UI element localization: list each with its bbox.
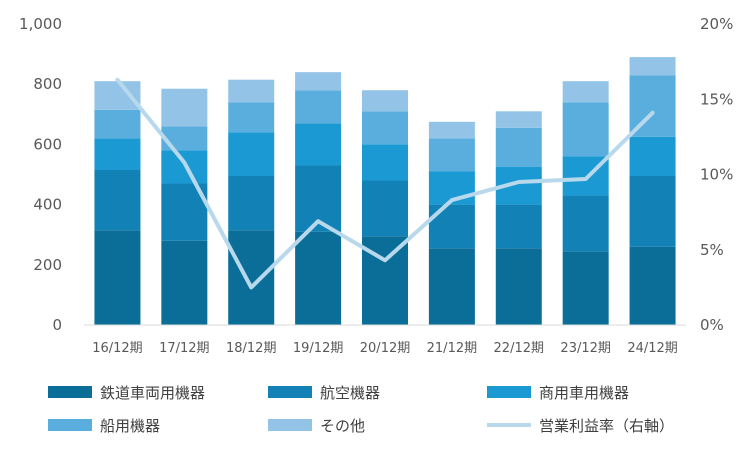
bar-segment-4: [562, 102, 609, 157]
right-axis-tick-label: 20%: [700, 15, 733, 33]
legend-label: 鉄道車両用機器: [100, 384, 205, 402]
legend-label: 商用車用機器: [539, 384, 629, 402]
bar-segment-5: [161, 88, 208, 127]
category-label: 18/12期: [226, 341, 276, 356]
category-label: 21/12期: [427, 341, 477, 356]
legend-label: 船用機器: [100, 417, 160, 435]
legend-label: 営業利益率（右軸）: [539, 417, 674, 435]
left-axis-ticks: 0 200 400 600 800 1,000: [19, 15, 62, 334]
bar-segment-2: [94, 169, 141, 231]
bar-segment-4: [428, 138, 475, 172]
bar-segment-3: [228, 132, 275, 177]
legend-swatch: [48, 386, 92, 398]
left-axis-tick-label: 200: [33, 256, 62, 274]
left-axis-tick-label: 0: [52, 316, 62, 334]
bar-segment-4: [94, 109, 141, 139]
bar-segment-2: [495, 204, 542, 249]
bar-segment-5: [562, 81, 609, 103]
legend-swatch: [487, 386, 531, 398]
legend-swatch: [48, 419, 92, 431]
bar-segment-1: [428, 248, 475, 325]
bar-segment-2: [228, 176, 275, 231]
bar-segment-5: [629, 57, 676, 76]
bar-segment-2: [629, 176, 676, 247]
bar-segment-5: [94, 81, 141, 110]
category-label: 20/12期: [360, 341, 410, 356]
left-axis-tick-label: 800: [33, 75, 62, 93]
bar-segment-5: [295, 72, 342, 91]
category-label: 17/12期: [159, 341, 209, 356]
bar-segment-1: [228, 230, 275, 325]
legend-swatch: [268, 419, 312, 431]
category-label: 22/12期: [494, 341, 544, 356]
bar-segment-4: [295, 90, 342, 124]
bar-segment-3: [362, 144, 408, 181]
legend-label: 航空機器: [320, 384, 380, 402]
right-axis-tick-label: 15%: [700, 90, 733, 108]
bar-segment-2: [562, 195, 609, 252]
legend-swatch: [268, 386, 312, 398]
left-axis-tick-label: 600: [33, 135, 62, 153]
category-label: 16/12期: [92, 341, 142, 356]
bar-segment-4: [161, 126, 208, 151]
bar-segment-1: [94, 230, 141, 325]
category-label: 24/12期: [627, 341, 677, 356]
bar-segment-1: [161, 240, 208, 325]
bar-segment-4: [228, 102, 275, 133]
bar-segment-5: [362, 90, 408, 112]
bar-stacks: [94, 57, 676, 325]
left-axis-tick-label: 1,000: [19, 15, 62, 33]
category-labels: 16/12期 17/12期 18/12期 19/12期 20/12期 21/12期 22/1…: [92, 341, 678, 356]
operating-margin-polyline: [115, 77, 655, 290]
bar-segment-5: [228, 79, 275, 103]
bar-segment-5: [495, 111, 542, 128]
right-axis-tick-label: 5%: [700, 241, 724, 259]
bar-segment-1: [562, 251, 609, 325]
category-label: 23/12期: [560, 341, 610, 356]
bar-segment-1: [629, 246, 676, 325]
bar-segment-5: [428, 121, 475, 139]
right-axis-tick-label: 0%: [700, 316, 724, 334]
bar-segment-2: [428, 204, 475, 249]
bar-segment-4: [495, 127, 542, 167]
legend-label: その他: [320, 417, 365, 435]
right-axis-tick-label: 10%: [700, 166, 733, 184]
bar-segment-3: [94, 138, 141, 170]
bar-segment-2: [362, 180, 408, 237]
bar-segment-1: [495, 248, 542, 325]
bar-segment-1: [295, 231, 342, 325]
operating-margin-line: [115, 77, 655, 290]
right-axis-ticks: 0% 5% 10% 15% 20%: [700, 15, 733, 334]
bar-segment-3: [295, 123, 342, 166]
bar-segment-4: [362, 111, 408, 145]
left-axis-tick-label: 400: [33, 196, 62, 214]
bar-segment-3: [161, 150, 208, 184]
category-label: 19/12期: [293, 341, 343, 356]
bar-segment-3: [629, 136, 676, 177]
